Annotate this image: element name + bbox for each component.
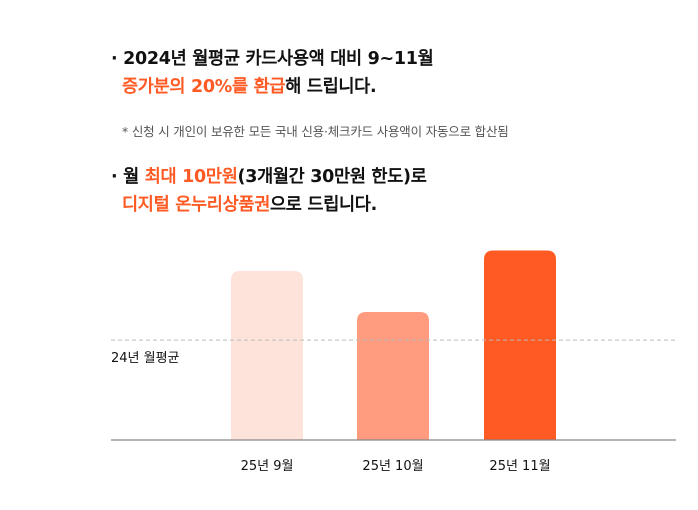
voucher-highlight: 디지털 온누리상품권 <box>122 195 270 215</box>
benefit-line-1-text: 2024년 월평균 카드사용액 대비 9~11월 <box>123 49 434 69</box>
benefit-line-4-rest: 으로 드립니다. <box>270 195 377 215</box>
refund-highlight: 증가분의 20%를 환급 <box>122 77 286 97</box>
benefit-section-2: · 월 최대 10만원(3개월간 30만원 한도)로 디지털 온누리상품권으로 … <box>111 163 427 219</box>
x-tick-label-1: 25년 9월 <box>241 459 294 474</box>
benefit-line-3: · 월 최대 10만원(3개월간 30만원 한도)로 <box>111 163 427 191</box>
bar-1 <box>231 271 303 440</box>
benefit-line-4: 디지털 온누리상품권으로 드립니다. <box>111 191 427 219</box>
benefit-section-1: · 2024년 월평균 카드사용액 대비 9~11월 증가분의 20%를 환급해… <box>111 45 434 101</box>
max-amount-highlight: 최대 10만원 <box>144 167 238 187</box>
benefit-line-1: · 2024년 월평균 카드사용액 대비 9~11월 <box>111 45 434 73</box>
bullet-dot: · <box>111 167 118 187</box>
bar-3 <box>484 250 556 440</box>
benefit-line-3-prefix: 월 <box>123 167 145 187</box>
footnote: * 신청 시 개인이 보유한 모든 국내 신용·체크카드 사용액이 자동으로 합… <box>122 124 509 139</box>
bullet-dot: · <box>111 49 118 69</box>
benefit-line-3-rest: (3개월간 30만원 한도)로 <box>237 167 427 187</box>
benefit-line-2: 증가분의 20%를 환급해 드립니다. <box>111 73 433 101</box>
benefit-line-2-rest: 해 드립니다. <box>285 77 377 97</box>
x-tick-label-2: 25년 10월 <box>362 459 423 474</box>
bar-2 <box>357 312 429 440</box>
x-tick-label-3: 25년 11월 <box>489 459 550 474</box>
reference-line-label: 24년 월평균 <box>111 351 180 366</box>
